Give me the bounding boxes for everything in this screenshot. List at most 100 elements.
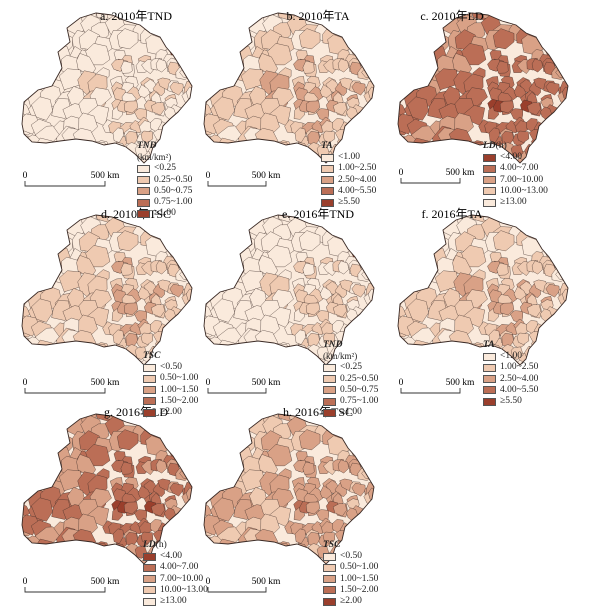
legend-label: ≥5.50 (338, 196, 360, 207)
region-unit (309, 362, 322, 365)
legend-label: <1.00 (338, 152, 360, 163)
legend-item: 4.00~7.00 (143, 562, 208, 573)
region-unit (186, 111, 192, 125)
region-unit (28, 148, 48, 163)
region-unit (267, 444, 293, 467)
legend-g: LD(h) <4.00 4.00~7.00 7.00~10.00 10.00~13.00… (143, 540, 208, 607)
region-unit (339, 478, 354, 491)
region-unit (307, 369, 319, 381)
scale-bar (24, 388, 106, 394)
legend-item: ≥2.00 (323, 596, 378, 607)
map-c (397, 12, 569, 164)
region-unit (361, 325, 374, 340)
region-unit (117, 429, 139, 451)
legend-item: ≥13.00 (143, 596, 208, 607)
region-unit (85, 43, 111, 66)
scale-bar (207, 587, 267, 593)
legend-swatch (143, 397, 156, 406)
region-unit (54, 551, 76, 564)
legend-item: <4.00 (143, 551, 208, 562)
region-unit (424, 226, 445, 246)
region-unit (204, 44, 215, 71)
region-unit (493, 28, 515, 50)
region-unit (557, 19, 568, 41)
legend-label: ≥2.00 (340, 595, 362, 606)
region-unit (292, 157, 307, 163)
region-unit (140, 130, 154, 143)
region-unit (398, 13, 406, 25)
legend-title: TND (137, 141, 157, 151)
legend-label: 1.00~1.50 (160, 384, 199, 395)
region-unit (398, 246, 409, 273)
region-unit (168, 321, 180, 335)
region-unit (22, 555, 26, 564)
region-unit (348, 13, 374, 31)
region-unit (322, 130, 336, 143)
region-unit (398, 218, 422, 240)
region-unit (498, 13, 522, 23)
region-unit (332, 304, 347, 318)
region-unit (562, 313, 568, 327)
region-unit (204, 428, 211, 453)
region-unit (204, 54, 209, 76)
region-unit (398, 16, 422, 38)
region-unit (398, 215, 413, 240)
region-unit (267, 245, 293, 268)
region-unit (350, 119, 362, 133)
legend-unit: (km/km²) (137, 152, 172, 163)
region-unit (120, 262, 133, 276)
region-unit (551, 146, 566, 160)
region-unit (168, 117, 183, 132)
region-unit (531, 260, 544, 275)
scale-zero: 0 (206, 577, 211, 587)
region-unit (553, 344, 566, 359)
region-unit (204, 13, 224, 21)
region-unit (232, 162, 253, 163)
region-unit (22, 499, 31, 521)
region-unit (305, 152, 318, 163)
region-unit (123, 302, 139, 316)
region-unit (177, 115, 189, 129)
region-unit (204, 499, 213, 521)
region-unit (44, 215, 67, 231)
scale-label: 500 km (252, 171, 281, 181)
region-unit (50, 162, 71, 163)
legend-swatch (143, 563, 156, 572)
region-unit (176, 332, 189, 346)
region-unit (407, 96, 429, 121)
region-unit (22, 279, 29, 301)
region-unit (542, 13, 568, 31)
region-unit (366, 37, 374, 57)
region-unit (204, 359, 222, 365)
region-unit (22, 229, 29, 254)
legend-title: TND (323, 340, 343, 350)
region-unit (213, 96, 235, 121)
region-unit (541, 16, 563, 38)
legend-swatch (483, 352, 496, 361)
legend-swatch (323, 386, 336, 395)
legend-item: 10.00~13.00 (483, 186, 548, 197)
region-unit (210, 350, 230, 365)
region-unit (398, 215, 418, 223)
region-unit (166, 128, 180, 141)
legend-unit: (km/km²) (323, 351, 358, 362)
region-unit (558, 127, 568, 142)
scale-label: 500 km (91, 577, 120, 587)
legend-item: ≥1.00 (137, 208, 192, 219)
region-unit (244, 560, 269, 564)
legend-item: 0.50~0.75 (137, 186, 192, 197)
region-unit (204, 215, 224, 223)
legend-item: 4.00~5.50 (483, 385, 538, 396)
region-unit (351, 283, 366, 298)
region-unit (180, 513, 192, 526)
region-unit (398, 256, 403, 278)
legend-title: LD(h) (483, 141, 507, 151)
region-unit (24, 427, 45, 447)
region-unit (353, 13, 374, 25)
region-unit (22, 13, 37, 38)
region-unit (403, 61, 423, 83)
region-unit (204, 77, 211, 99)
region-unit (547, 215, 568, 227)
region-unit (125, 568, 137, 580)
legend-h: TSC <0.50 0.50~1.00 1.00~1.50 1.50~2.00 ≥2.00 (323, 540, 378, 607)
